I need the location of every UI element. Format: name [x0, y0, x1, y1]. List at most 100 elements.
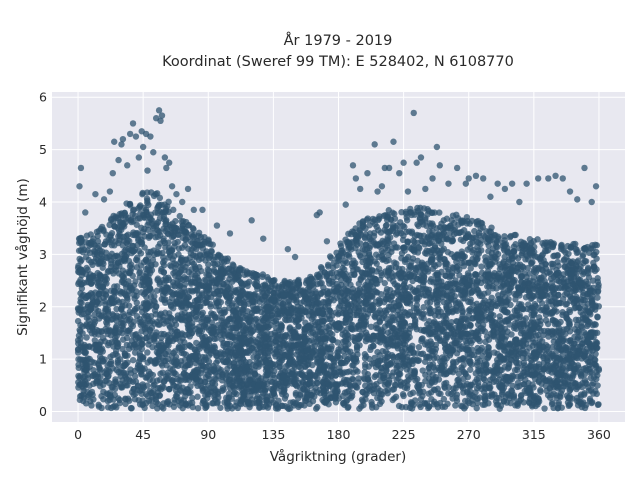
data-point	[549, 399, 556, 406]
data-point	[213, 359, 220, 366]
data-point	[361, 235, 369, 242]
data-point	[467, 296, 474, 303]
data-point	[144, 349, 151, 356]
data-point	[584, 264, 592, 272]
data-point	[362, 225, 369, 232]
data-point	[446, 230, 453, 237]
data-point	[138, 345, 146, 353]
data-point	[355, 280, 363, 288]
data-point	[172, 321, 180, 328]
data-point	[359, 245, 366, 253]
data-point	[504, 248, 511, 255]
data-point	[345, 251, 352, 258]
data-point	[110, 218, 117, 225]
data-point	[296, 340, 303, 347]
data-point	[368, 237, 375, 244]
data-point	[512, 241, 519, 248]
data-point	[365, 257, 372, 264]
data-point	[448, 235, 456, 243]
data-point	[538, 262, 545, 269]
data-point	[83, 366, 90, 374]
data-point	[546, 268, 553, 275]
data-point	[329, 264, 337, 271]
data-point	[132, 230, 140, 237]
data-point	[425, 390, 432, 397]
data-point	[87, 231, 94, 238]
data-point	[464, 230, 472, 238]
data-point	[454, 214, 462, 222]
data-point	[403, 214, 410, 221]
data-point	[398, 250, 406, 257]
data-point	[194, 393, 201, 400]
data-point	[458, 228, 465, 236]
data-point	[116, 263, 123, 270]
data-point	[438, 240, 445, 247]
data-point	[156, 194, 164, 202]
data-point	[282, 331, 290, 339]
data-point	[572, 246, 579, 253]
data-point	[146, 267, 153, 274]
data-point	[375, 226, 382, 234]
data-point	[338, 247, 345, 255]
data-point	[152, 209, 159, 216]
data-point	[179, 244, 186, 251]
data-point	[482, 253, 489, 261]
data-point	[179, 222, 186, 230]
data-point	[74, 317, 82, 325]
data-point	[355, 375, 362, 382]
data-point	[236, 265, 244, 272]
data-point	[108, 250, 116, 258]
data-point	[508, 331, 515, 338]
data-point	[496, 261, 503, 268]
data-point	[520, 264, 527, 271]
data-point	[519, 247, 526, 255]
data-point	[397, 219, 404, 226]
data-point	[518, 301, 525, 308]
data-point	[349, 228, 356, 235]
data-point	[425, 247, 432, 255]
data-point	[511, 231, 518, 239]
data-point	[450, 359, 457, 367]
data-point	[448, 217, 455, 224]
data-point	[359, 269, 366, 277]
data-point	[542, 239, 549, 246]
data-point	[428, 238, 435, 246]
data-point	[447, 222, 454, 229]
data-point	[309, 361, 316, 369]
data-point	[342, 257, 349, 265]
data-point	[84, 266, 91, 274]
data-point	[554, 258, 561, 266]
data-point	[420, 205, 428, 212]
data-point	[426, 228, 433, 235]
data-point	[458, 279, 465, 287]
data-point	[407, 205, 414, 213]
data-point	[176, 212, 183, 220]
data-point	[162, 227, 169, 235]
data-point	[467, 366, 474, 373]
data-point	[461, 405, 468, 412]
data-point	[420, 221, 427, 228]
data-point	[205, 267, 213, 274]
data-point	[573, 263, 580, 270]
data-point	[136, 247, 143, 255]
data-point	[429, 256, 436, 263]
data-point	[416, 401, 423, 408]
data-point	[554, 252, 561, 260]
data-point	[473, 221, 481, 228]
data-point	[127, 404, 135, 412]
data-point	[335, 253, 343, 260]
data-point	[505, 296, 512, 303]
data-point	[77, 356, 84, 363]
data-point	[264, 404, 272, 411]
data-point	[133, 264, 141, 271]
data-point	[174, 238, 181, 246]
chart-title: År 1979 - 2019	[284, 32, 393, 49]
data-point	[75, 364, 82, 372]
data-point	[443, 235, 450, 243]
data-point	[388, 264, 395, 272]
data-point	[452, 286, 459, 293]
data-point	[124, 237, 131, 244]
data-point	[143, 258, 151, 265]
data-point	[542, 317, 550, 324]
